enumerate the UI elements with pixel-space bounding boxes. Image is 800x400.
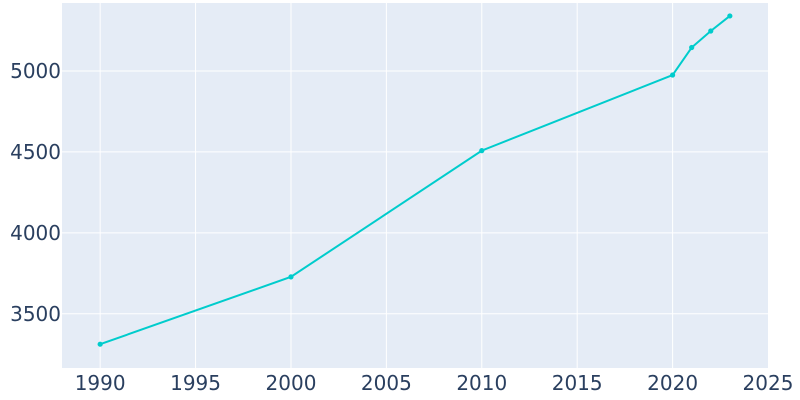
x-tick-label: 2005 [361, 371, 412, 395]
series-group [97, 13, 733, 347]
data-point [727, 13, 733, 19]
data-point [669, 72, 676, 78]
plot-area [62, 3, 768, 368]
data-point [288, 274, 294, 280]
x-tick-label: 2000 [266, 371, 317, 395]
x-axis-tick-labels: 1990 1995 2000 2005 2010 2015 2020 2025 [75, 371, 794, 395]
y-tick-label: 4500 [10, 140, 61, 164]
x-tick-label: 2015 [552, 371, 603, 395]
horizontal-gridlines [62, 70, 768, 315]
x-tick-label: 2020 [647, 371, 698, 395]
y-tick-label: 5000 [10, 59, 61, 83]
x-tick-label: 1995 [170, 371, 221, 395]
data-point [689, 44, 695, 51]
y-tick-label: 4000 [10, 221, 61, 245]
vertical-gridlines [99, 3, 674, 368]
data-point [97, 341, 103, 347]
x-tick-label: 2025 [743, 371, 794, 395]
data-point [479, 148, 485, 154]
data-point [708, 28, 714, 34]
x-tick-label: 1990 [75, 371, 126, 395]
y-axis-tick-labels: 3500 4000 4500 5000 [10, 59, 61, 326]
x-tick-label: 2010 [456, 371, 507, 395]
y-tick-label: 3500 [10, 302, 61, 326]
